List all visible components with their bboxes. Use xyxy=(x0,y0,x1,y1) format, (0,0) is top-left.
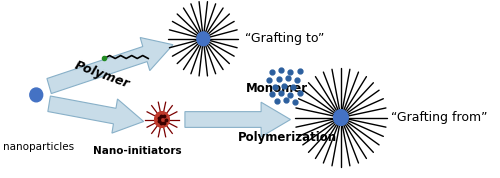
Text: Polymerization: Polymerization xyxy=(238,131,338,144)
Circle shape xyxy=(334,110,348,125)
Text: Polymer: Polymer xyxy=(73,59,132,91)
Circle shape xyxy=(197,32,209,46)
Circle shape xyxy=(154,112,170,127)
Text: “Grafting to”: “Grafting to” xyxy=(244,32,324,45)
Polygon shape xyxy=(185,102,290,137)
Text: Monomer: Monomer xyxy=(246,82,308,95)
Circle shape xyxy=(30,88,42,102)
Text: “Grafting from”: “Grafting from” xyxy=(392,111,488,124)
Polygon shape xyxy=(48,96,144,133)
Text: Nano-initiators: Nano-initiators xyxy=(93,146,182,156)
Polygon shape xyxy=(47,38,173,94)
Text: nanoparticles: nanoparticles xyxy=(3,142,74,152)
